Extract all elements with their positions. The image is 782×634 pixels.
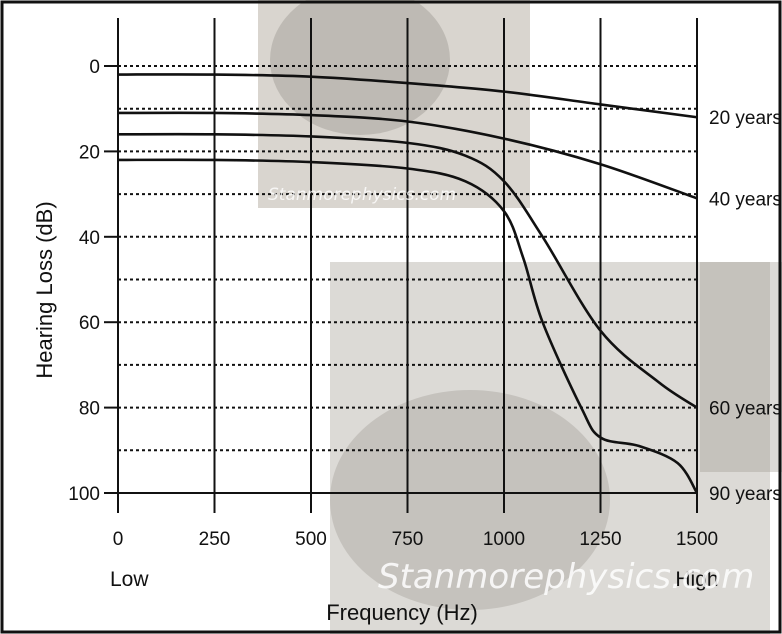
series-lines: [117, 73, 699, 494]
x-tick-label: 750: [392, 529, 424, 550]
y-tick-label: 0: [89, 57, 100, 78]
y-tick-label: 60: [79, 313, 100, 334]
x-axis-label: Frequency (Hz): [326, 600, 478, 625]
y-tick-label: 100: [68, 484, 100, 505]
series-line: [117, 158, 699, 494]
x-tick-label: 1000: [483, 529, 525, 550]
y-axis-label: Hearing Loss (dB): [32, 201, 57, 378]
watermark-small: Stanmorephysics.com: [268, 185, 456, 205]
series-label: 40 years: [709, 189, 782, 210]
series-line: [117, 111, 698, 200]
y-tick-label: 40: [79, 228, 100, 249]
series-line: [117, 132, 698, 409]
x-tick-label: 250: [199, 529, 231, 550]
grid: [117, 18, 698, 513]
y-tick-label: 20: [79, 142, 100, 163]
x-tick-label: 1250: [579, 529, 621, 550]
x-tick-label: 0: [113, 529, 124, 550]
x-tick-label: 500: [295, 529, 327, 550]
x-tick-label: 1500: [676, 529, 718, 550]
series-line: [117, 73, 698, 119]
series-labels: 20 years 40 years 60 years 90 years: [709, 108, 782, 505]
watermark-large: Stanmorephysics.com: [378, 557, 754, 597]
series-label: 60 years: [709, 399, 782, 420]
x-low-label: Low: [110, 568, 149, 591]
y-tick-label: 80: [79, 399, 100, 420]
x-high-label: High: [675, 568, 718, 591]
series-label: 20 years: [709, 108, 782, 129]
series-label: 90 years: [709, 484, 782, 505]
